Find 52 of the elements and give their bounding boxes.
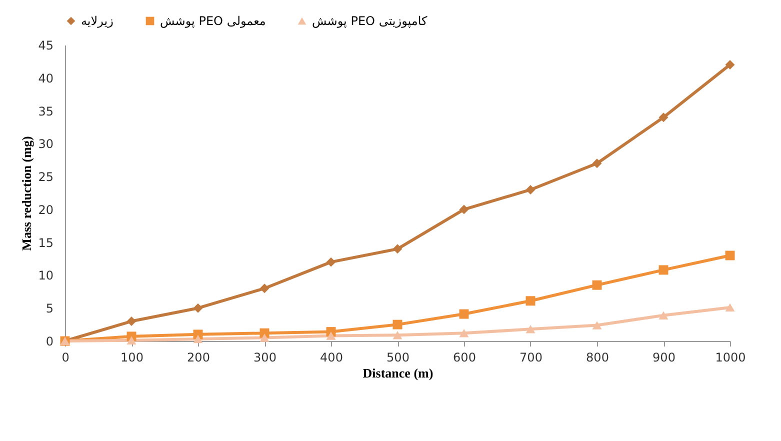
point: [658, 311, 668, 320]
point: [592, 158, 602, 168]
y-tick-label: 5: [46, 302, 54, 316]
point: [193, 303, 203, 313]
x-tick-label: 600: [453, 350, 476, 364]
y-tick-label: 35: [38, 104, 54, 118]
point: [260, 334, 270, 342]
y-tick-label: 45: [38, 38, 54, 52]
point: [725, 60, 735, 70]
point: [260, 284, 270, 294]
x-tick-label: 200: [187, 350, 210, 364]
y-axis-title: Mass reduction (mg): [19, 136, 34, 251]
y-tick-label: 25: [38, 170, 54, 184]
x-tick-label: 0: [62, 350, 70, 364]
point: [526, 296, 536, 306]
point: [459, 309, 469, 319]
y-tick-label: 30: [38, 137, 54, 152]
point: [126, 336, 136, 344]
x-tick-label: 400: [320, 350, 343, 364]
point: [126, 316, 136, 326]
point: [392, 244, 402, 254]
point: [725, 250, 735, 260]
y-tick-label: 20: [38, 202, 54, 217]
x-axis-title: Distance (m): [362, 366, 434, 380]
y-tick-label: 15: [38, 236, 54, 250]
point: [193, 334, 203, 344]
point: [592, 280, 602, 290]
point: [392, 320, 402, 330]
point: [392, 330, 402, 340]
x-tick-label: 700: [520, 350, 542, 364]
point: [725, 303, 735, 312]
point: [526, 325, 536, 334]
legend-label: پوشش PEO کامپوزیتی: [312, 14, 428, 28]
y-tick-label: 40: [38, 71, 54, 86]
x-tick-label: 300: [254, 350, 276, 364]
x-tick-label: 500: [386, 350, 410, 364]
x-tick-label: 800: [586, 350, 609, 364]
point: [658, 265, 668, 275]
point: [326, 332, 336, 340]
point: [326, 257, 336, 267]
point: [526, 184, 536, 194]
legend-label: پوشش PEO معمولی: [160, 14, 266, 28]
y-tick-label: 10: [38, 268, 54, 283]
x-tick-label: 100: [120, 350, 144, 364]
x-tick-label: 900: [652, 350, 676, 364]
point: [459, 329, 469, 338]
point: [592, 321, 602, 330]
point: [658, 112, 668, 122]
point: [459, 204, 469, 214]
y-tick-label: 0: [46, 334, 54, 348]
x-tick-label: 1000: [715, 350, 746, 364]
legend-label: زیرلایه: [81, 14, 114, 28]
